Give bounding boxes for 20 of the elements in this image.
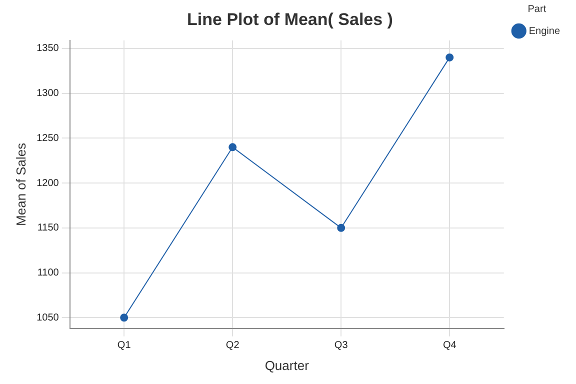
x-tick-label: Q2 — [226, 340, 240, 352]
legend-title: Part — [528, 4, 546, 15]
chart-title: Line Plot of Mean( Sales ) — [187, 10, 393, 29]
y-tick-label: 1200 — [36, 178, 60, 189]
y-tick-label: 1250 — [36, 132, 60, 144]
y-tick-label: 1050 — [36, 312, 60, 324]
point — [228, 143, 237, 152]
y-axis-title: Mean of Sales — [13, 142, 28, 226]
x-tick-label: Q3 — [334, 340, 348, 352]
y-tick-label: 1150 — [37, 222, 60, 234]
x-tick-label: Q4 — [442, 340, 457, 352]
x-tick-label: Q1 — [117, 340, 132, 352]
y-tick-label: 1350 — [36, 43, 60, 54]
point — [120, 314, 128, 322]
x-axis-title: Quarter — [264, 358, 310, 373]
y-tick-label: 1100 — [37, 268, 60, 279]
legend-label: Engine — [528, 26, 560, 37]
point — [337, 224, 346, 232]
point — [446, 53, 454, 62]
y-tick-label: 1300 — [36, 88, 60, 100]
